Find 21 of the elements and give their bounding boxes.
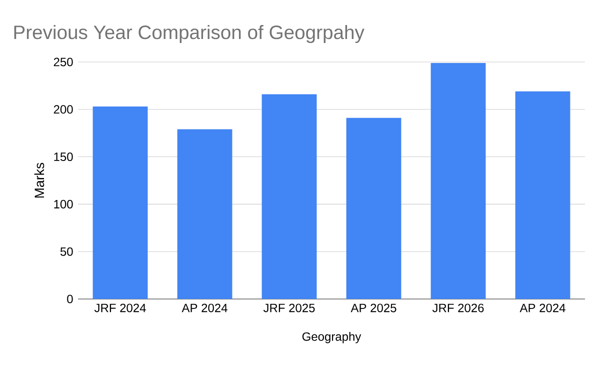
x-tick-label: JRF 2026 (432, 304, 484, 312)
chart-title: Previous Year Comparison of Geogrpahy (14, 24, 364, 44)
x-tick-label: AP 2025 (350, 304, 396, 312)
bar (177, 129, 232, 299)
bar (515, 91, 570, 299)
y-tick-label: 250 (54, 58, 73, 66)
y-tick-label: 200 (54, 105, 73, 114)
bar (262, 94, 317, 299)
x-tick-label: AP 2024 (182, 304, 228, 312)
bar (430, 62, 486, 299)
y-tick-label: 50 (60, 247, 73, 256)
x-axis-title: Geography (302, 332, 362, 344)
y-tick-label: 0 (67, 294, 73, 304)
y-axis-title: Marks (34, 162, 44, 198)
bar (346, 118, 402, 299)
y-tick-label: 100 (54, 200, 73, 208)
x-tick-label: JRF 2025 (263, 304, 315, 312)
y-tick-label: 150 (54, 152, 73, 162)
x-tick-label: AP 2024 (520, 304, 566, 312)
bar (92, 106, 148, 299)
x-tick-label: JRF 2024 (94, 304, 146, 312)
